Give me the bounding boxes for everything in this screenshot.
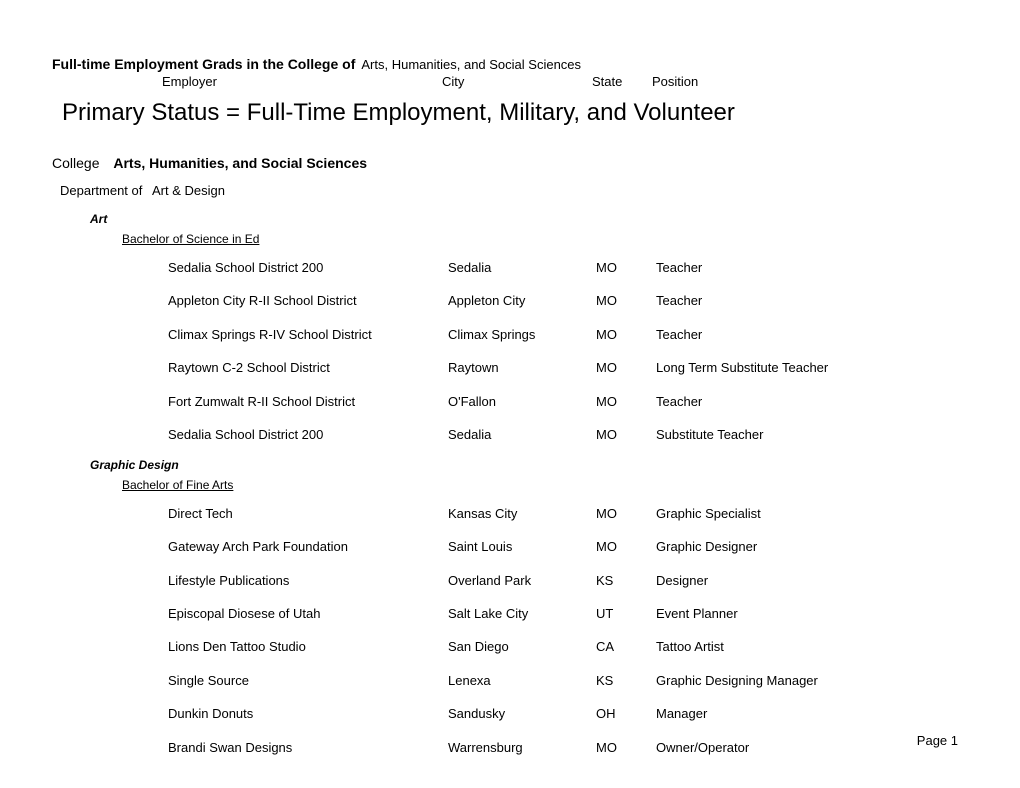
cell-state: KS — [596, 573, 656, 590]
cell-position: Graphic Specialist — [656, 506, 968, 523]
cell-state: MO — [596, 740, 656, 757]
cell-position: Long Term Substitute Teacher — [656, 360, 968, 377]
cell-position: Event Planner — [656, 606, 968, 623]
cell-state: OH — [596, 706, 656, 723]
column-headers: Employer City State Position — [52, 74, 968, 89]
cell-employer: Lifestyle Publications — [168, 573, 448, 590]
cell-employer: Episcopal Diosese of Utah — [168, 606, 448, 623]
programs-container: Art Bachelor of Science in Ed Sedalia Scho… — [52, 212, 968, 756]
header-prefix: Full-time Employment Grads in the Colleg… — [52, 56, 355, 72]
data-rows: Direct TechKansas CityMOGraphic Speciali… — [168, 502, 968, 757]
col-header-state: State — [592, 74, 640, 89]
degree-name: Bachelor of Science in Ed — [122, 232, 968, 246]
table-row: Direct TechKansas CityMOGraphic Speciali… — [168, 502, 968, 523]
table-row: Appleton City R-II School DistrictApplet… — [168, 289, 968, 310]
cell-employer: Sedalia School District 200 — [168, 260, 448, 277]
table-row: Gateway Arch Park FoundationSaint LouisM… — [168, 535, 968, 556]
cell-state: MO — [596, 293, 656, 310]
college-label: College — [52, 155, 99, 171]
cell-city: Warrensburg — [448, 740, 596, 757]
cell-employer: Gateway Arch Park Foundation — [168, 539, 448, 556]
table-row: Sedalia School District 200SedaliaMOSubs… — [168, 423, 968, 444]
table-row: Lions Den Tattoo StudioSan DiegoCATattoo… — [168, 635, 968, 656]
cell-position: Teacher — [656, 327, 968, 344]
table-row: Single SourceLenexaKSGraphic Designing M… — [168, 669, 968, 690]
cell-city: O'Fallon — [448, 394, 596, 411]
table-row: Climax Springs R-IV School DistrictClima… — [168, 323, 968, 344]
cell-employer: Direct Tech — [168, 506, 448, 523]
program-name: Graphic Design — [90, 458, 968, 472]
college-line: College Arts, Humanities, and Social Sci… — [52, 155, 968, 171]
cell-state: KS — [596, 673, 656, 690]
cell-employer: Brandi Swan Designs — [168, 740, 448, 757]
cell-employer: Sedalia School District 200 — [168, 427, 448, 444]
cell-employer: Appleton City R-II School District — [168, 293, 448, 310]
cell-city: Sandusky — [448, 706, 596, 723]
cell-employer: Single Source — [168, 673, 448, 690]
table-row: Episcopal Diosese of UtahSalt Lake CityU… — [168, 602, 968, 623]
table-row: Brandi Swan DesignsWarrensburgMOOwner/Op… — [168, 736, 968, 757]
cell-city: Salt Lake City — [448, 606, 596, 623]
report-page: Full-time Employment Grads in the Colleg… — [0, 0, 1020, 756]
cell-city: Raytown — [448, 360, 596, 377]
page-title: Primary Status = Full-Time Employment, M… — [62, 99, 968, 127]
cell-city: Saint Louis — [448, 539, 596, 556]
cell-employer: Dunkin Donuts — [168, 706, 448, 723]
col-header-position: Position — [652, 74, 698, 89]
cell-state: MO — [596, 327, 656, 344]
table-row: Dunkin DonutsSanduskyOHManager — [168, 702, 968, 723]
cell-position: Graphic Designing Manager — [656, 673, 968, 690]
cell-state: UT — [596, 606, 656, 623]
cell-city: Overland Park — [448, 573, 596, 590]
cell-position: Substitute Teacher — [656, 427, 968, 444]
cell-employer: Fort Zumwalt R-II School District — [168, 394, 448, 411]
cell-city: Climax Springs — [448, 327, 596, 344]
cell-city: Appleton City — [448, 293, 596, 310]
program-name: Art — [90, 212, 968, 226]
cell-position: Manager — [656, 706, 968, 723]
degree-name: Bachelor of Fine Arts — [122, 478, 968, 492]
table-row: Lifestyle PublicationsOverland ParkKSDes… — [168, 569, 968, 590]
cell-state: MO — [596, 506, 656, 523]
cell-state: MO — [596, 260, 656, 277]
cell-position: Teacher — [656, 260, 968, 277]
cell-position: Graphic Designer — [656, 539, 968, 556]
cell-city: Sedalia — [448, 427, 596, 444]
header-line: Full-time Employment Grads in the Colleg… — [52, 56, 968, 72]
table-row: Raytown C-2 School DistrictRaytownMOLong… — [168, 356, 968, 377]
cell-state: MO — [596, 394, 656, 411]
table-row: Sedalia School District 200SedaliaMOTeac… — [168, 256, 968, 277]
cell-employer: Lions Den Tattoo Studio — [168, 639, 448, 656]
table-row: Fort Zumwalt R-II School DistrictO'Fallo… — [168, 390, 968, 411]
department-line: Department of Art & Design — [60, 183, 968, 198]
cell-employer: Climax Springs R-IV School District — [168, 327, 448, 344]
cell-state: CA — [596, 639, 656, 656]
cell-state: MO — [596, 360, 656, 377]
department-label: Department of — [60, 183, 142, 198]
cell-state: MO — [596, 427, 656, 444]
department-value: Art & Design — [152, 183, 225, 198]
college-value: Arts, Humanities, and Social Sciences — [113, 155, 367, 171]
cell-position: Designer — [656, 573, 968, 590]
header-college-name: Arts, Humanities, and Social Sciences — [361, 57, 581, 72]
page-number: Page 1 — [917, 733, 958, 748]
cell-position: Teacher — [656, 293, 968, 310]
cell-employer: Raytown C-2 School District — [168, 360, 448, 377]
cell-city: Kansas City — [448, 506, 596, 523]
cell-state: MO — [596, 539, 656, 556]
col-header-employer: Employer — [162, 74, 442, 89]
cell-city: San Diego — [448, 639, 596, 656]
cell-city: Sedalia — [448, 260, 596, 277]
cell-position: Teacher — [656, 394, 968, 411]
cell-position: Tattoo Artist — [656, 639, 968, 656]
col-header-city: City — [442, 74, 592, 89]
data-rows: Sedalia School District 200SedaliaMOTeac… — [168, 256, 968, 444]
cell-city: Lenexa — [448, 673, 596, 690]
